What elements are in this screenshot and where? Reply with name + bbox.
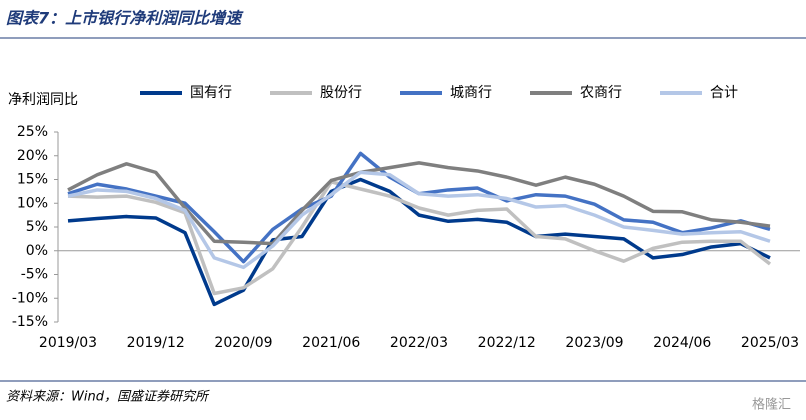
y-tick-label: 25%: [17, 124, 48, 140]
x-tick-label: 2020/09: [214, 335, 272, 351]
legend-label: 城商行: [450, 85, 492, 101]
y-tick-label: 20%: [17, 148, 48, 164]
x-tick-label: 2022/03: [390, 335, 448, 351]
series-line: [67, 161, 771, 246]
legend-label: 股份行: [320, 85, 362, 101]
x-tick-label: 2025/03: [741, 335, 799, 351]
legend-label: 农商行: [580, 85, 622, 101]
series-line: [67, 177, 771, 307]
y-tick-label: -15%: [12, 314, 48, 330]
x-tick-label: 2022/12: [478, 335, 536, 351]
x-tick-label: 2023/09: [565, 335, 623, 351]
y-axis-label: 净利润同比: [8, 92, 78, 108]
y-tick-label: 15%: [17, 172, 48, 188]
x-tick-label: 2019/12: [127, 335, 185, 351]
y-tick-label: 0%: [26, 243, 48, 259]
y-tick-label: -5%: [21, 267, 48, 283]
source: 资料来源：Wind，国盛证券研究所: [6, 389, 210, 405]
legend-label: 合计: [710, 85, 738, 101]
x-tick-label: 2019/03: [39, 335, 97, 351]
legend-label: 国有行: [190, 85, 232, 101]
series-line: [67, 170, 771, 270]
y-tick-label: 10%: [17, 195, 48, 211]
x-tick-label: 2024/06: [653, 335, 711, 351]
y-tick-label: 5%: [26, 219, 48, 235]
y-tick-label: -10%: [12, 290, 48, 306]
watermark: 格隆汇: [752, 397, 791, 413]
chart-title: 图表7：上市银行净利润同比增速: [6, 9, 244, 28]
x-tick-label: 2021/06: [302, 335, 360, 351]
